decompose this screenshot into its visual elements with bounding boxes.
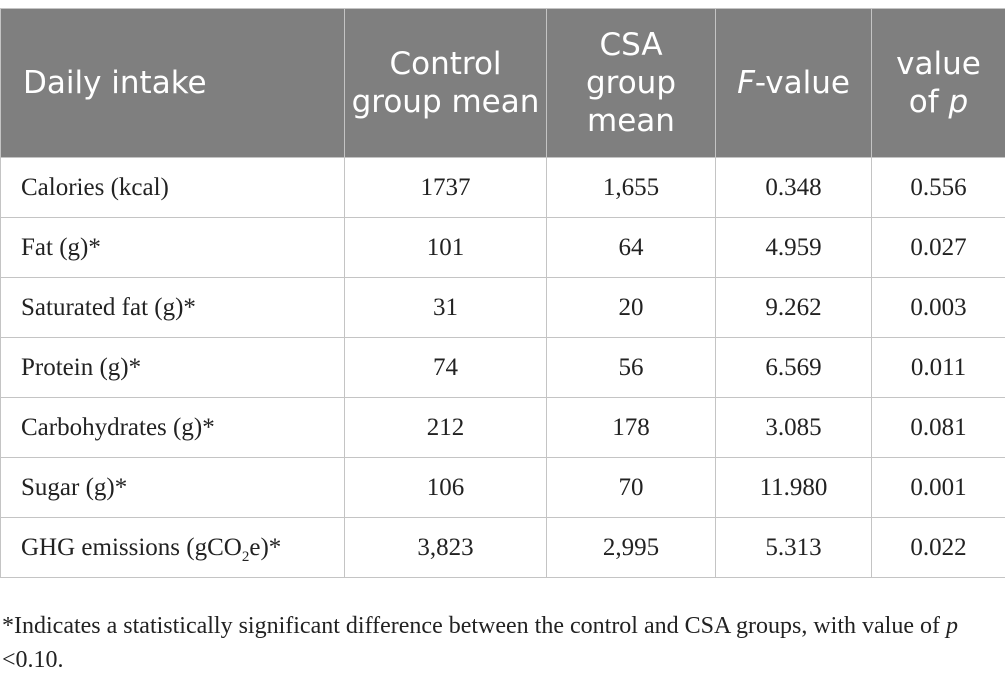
table-row: Calories (kcal) 1737 1,655 0.348 0.556 — [0, 157, 1005, 218]
footnote-p-symbol: p — [945, 613, 958, 639]
f-value-cell: 5.313 — [715, 517, 872, 578]
header-row: Daily intake Control group mean CSA grou… — [0, 8, 1005, 158]
csa-mean-cell: 20 — [546, 277, 716, 338]
row-label: Saturated fat (g)* — [0, 277, 345, 338]
f-value-cell: 3.085 — [715, 397, 872, 458]
row-label: Calories (kcal) — [0, 157, 345, 218]
csa-mean-cell: 1,655 — [546, 157, 716, 218]
p-value-cell: 0.081 — [871, 397, 1005, 458]
f-value-cell: 11.980 — [715, 457, 872, 518]
control-mean-cell: 74 — [344, 337, 547, 398]
header-csa-mean: CSA group mean — [546, 8, 716, 158]
f-value-cell: 0.348 — [715, 157, 872, 218]
control-mean-cell: 1737 — [344, 157, 547, 218]
header-control-mean: Control group mean — [344, 8, 547, 158]
csa-mean-cell: 70 — [546, 457, 716, 518]
p-value-cell: 0.001 — [871, 457, 1005, 518]
p-value-cell: 0.003 — [871, 277, 1005, 338]
data-table: Daily intake Control group mean CSA grou… — [0, 8, 1005, 578]
table-row: Protein (g)* 74 56 6.569 0.011 — [0, 337, 1005, 398]
control-mean-cell: 31 — [344, 277, 547, 338]
p-value-cell: 0.027 — [871, 217, 1005, 278]
p-value-cell: 0.011 — [871, 337, 1005, 398]
table-row: Carbohydrates (g)* 212 178 3.085 0.081 — [0, 397, 1005, 458]
row-label: Protein (g)* — [0, 337, 345, 398]
footnote: *Indicates a statistically significant d… — [2, 609, 997, 677]
header-f-label: -value — [754, 65, 850, 101]
table-row: Fat (g)* 101 64 4.959 0.027 — [0, 217, 1005, 278]
footnote-text: *Indicates a statistically significant d… — [2, 613, 946, 639]
f-value-cell: 9.262 — [715, 277, 872, 338]
csa-mean-cell: 2,995 — [546, 517, 716, 578]
row-label-suffix: e)* — [249, 533, 282, 561]
footnote-tail: <0.10. — [2, 647, 64, 673]
header-p-symbol: p — [948, 84, 969, 120]
p-value-cell: 0.022 — [871, 517, 1005, 578]
header-daily-intake: Daily intake — [0, 8, 345, 158]
control-mean-cell: 3,823 — [344, 517, 547, 578]
control-mean-cell: 101 — [344, 217, 547, 278]
csa-mean-cell: 64 — [546, 217, 716, 278]
row-label: Fat (g)* — [0, 217, 345, 278]
control-mean-cell: 212 — [344, 397, 547, 458]
control-mean-cell: 106 — [344, 457, 547, 518]
header-f-symbol: F — [737, 65, 755, 101]
f-value-cell: 4.959 — [715, 217, 872, 278]
table-row: Saturated fat (g)* 31 20 9.262 0.003 — [0, 277, 1005, 338]
p-value-cell: 0.556 — [871, 157, 1005, 218]
row-label: GHG emissions (gCO2e)* — [0, 517, 345, 578]
header-p-value: value of p — [871, 8, 1005, 158]
row-label-subscript: 2 — [241, 548, 250, 565]
row-label: Sugar (g)* — [0, 457, 345, 518]
table-row: GHG emissions (gCO2e)* 3,823 2,995 5.313… — [0, 517, 1005, 578]
csa-mean-cell: 56 — [546, 337, 716, 398]
csa-mean-cell: 178 — [546, 397, 716, 458]
row-label-text: GHG emissions (gCO — [21, 533, 242, 561]
f-value-cell: 6.569 — [715, 337, 872, 398]
table-row: Sugar (g)* 106 70 11.980 0.001 — [0, 457, 1005, 518]
header-f-value: F-value — [715, 8, 872, 158]
header-p-label: value of — [896, 46, 981, 120]
row-label: Carbohydrates (g)* — [0, 397, 345, 458]
